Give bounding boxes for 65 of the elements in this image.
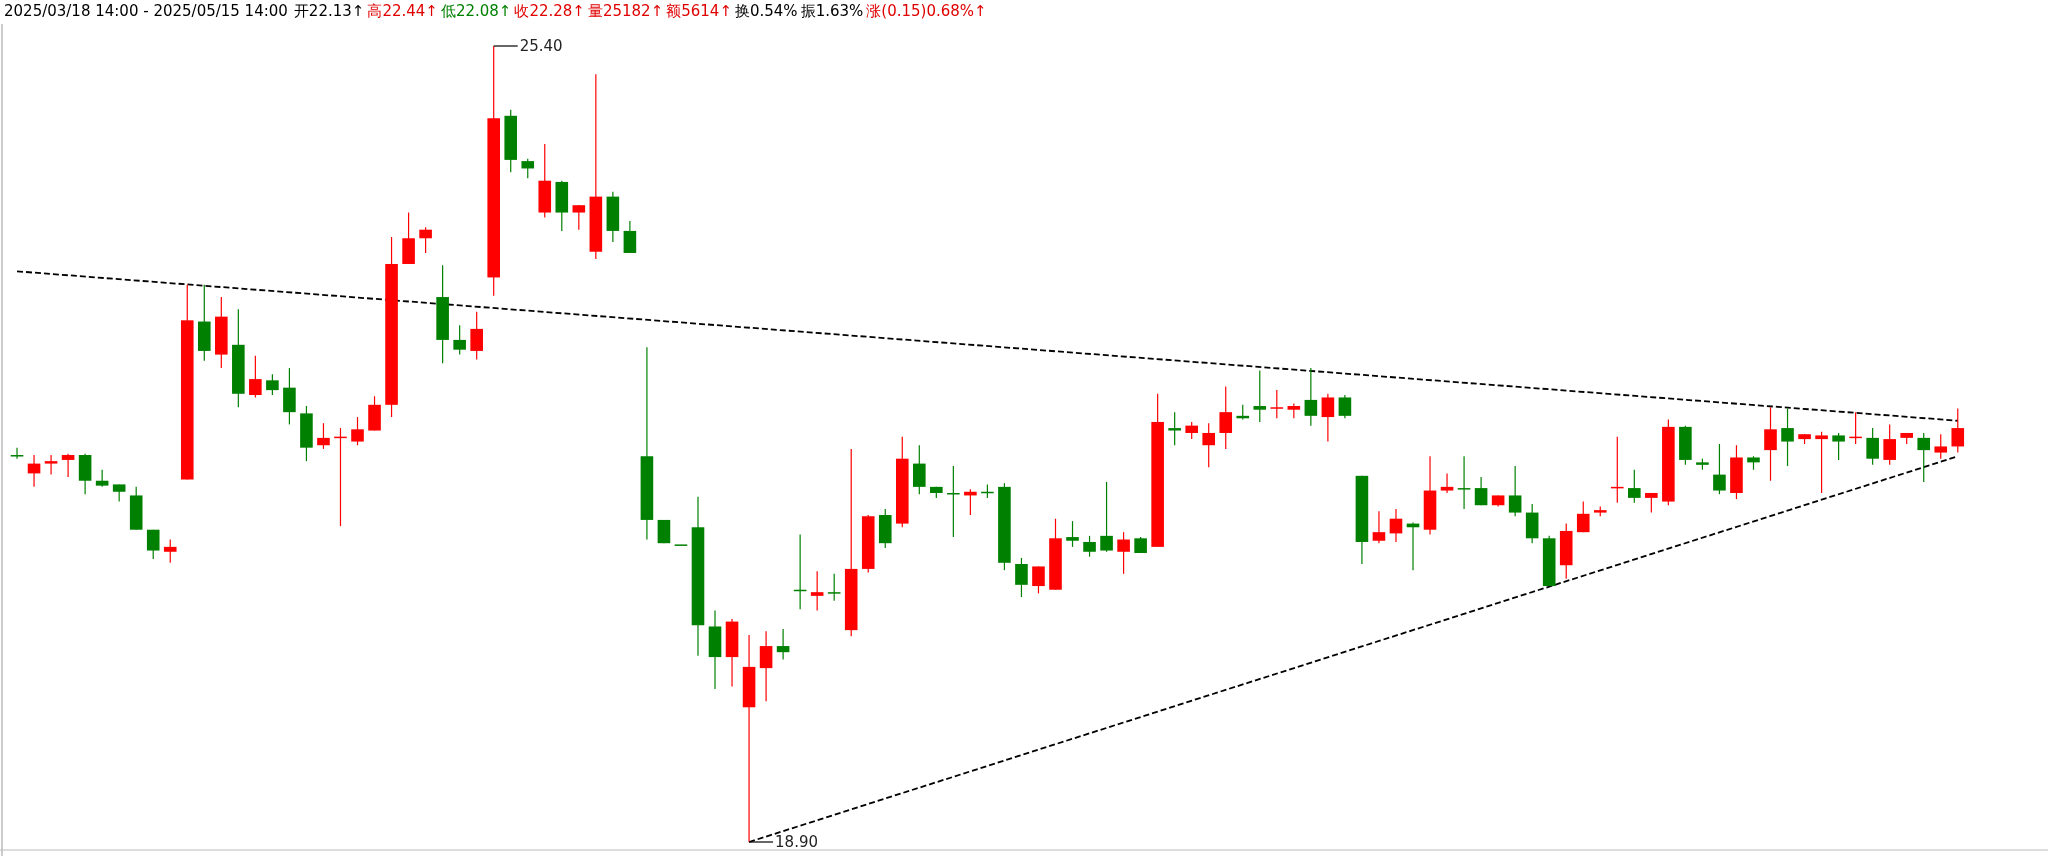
candlestick <box>95 469 109 488</box>
candlestick <box>1304 367 1318 427</box>
candlestick <box>1866 427 1879 466</box>
candlestick <box>1253 369 1267 423</box>
candlestick <box>1202 422 1216 468</box>
candlestick <box>44 454 58 476</box>
candlestick <box>10 447 24 460</box>
candlestick <box>521 158 535 179</box>
candlestick <box>1457 455 1471 510</box>
candlestick <box>146 529 160 560</box>
candlestick <box>572 204 586 231</box>
candlestick <box>163 538 177 564</box>
text: 振1.63% <box>800 2 864 20</box>
candlestick <box>776 628 790 661</box>
candlestick <box>1066 520 1079 548</box>
candlestick <box>1168 411 1181 446</box>
candlestick <box>1321 393 1335 443</box>
chart-title: 2025/03/18 14:00 - 2025/05/15 14:00 <box>4 2 288 20</box>
candlestick <box>759 630 773 702</box>
candlestick <box>1117 531 1130 575</box>
candlestick <box>1032 565 1045 594</box>
candlestick <box>1934 433 1948 460</box>
text: 额5614↑ <box>666 2 732 20</box>
candlestick <box>1951 407 1965 454</box>
candlestick <box>1338 394 1352 419</box>
candlestick <box>1917 432 1931 483</box>
candlestick <box>1372 510 1386 544</box>
candlestick <box>1815 431 1828 494</box>
candlestick <box>453 324 466 356</box>
candlestick <box>61 453 75 478</box>
candlestick <box>470 311 483 361</box>
candlestick <box>266 373 279 396</box>
text: 量25182↑ <box>587 2 664 20</box>
candlestick <box>1781 407 1794 467</box>
annotation: 25.40 <box>519 37 563 56</box>
annotation: 18.90 <box>775 833 819 852</box>
candlestick <box>1508 465 1522 517</box>
candlestick <box>1015 557 1028 598</box>
candlestick <box>1883 423 1896 466</box>
candlestick <box>1474 476 1488 506</box>
text: 低22.08↑ <box>440 2 512 20</box>
candlestick <box>317 422 330 450</box>
candlestick <box>810 570 824 612</box>
candlestick <box>1219 385 1233 450</box>
text: 换0.54% <box>734 2 798 20</box>
candlestick <box>1576 500 1590 533</box>
candlestick <box>351 416 364 446</box>
candlestick <box>623 220 637 254</box>
candlestick <box>1270 389 1284 419</box>
candlestick <box>913 444 926 495</box>
text: 开22.13↑ <box>293 2 365 20</box>
text: 高22.44↑ <box>367 2 438 20</box>
candlestick <box>1100 481 1113 553</box>
candlestick <box>249 355 262 399</box>
candlestick <box>1713 443 1726 495</box>
candlestick <box>1083 535 1096 558</box>
candlestick <box>1389 508 1403 543</box>
candlestick <box>827 573 841 602</box>
text: 收22.28↑ <box>514 2 585 20</box>
text: 涨(0.15)0.68%↑ <box>866 2 987 20</box>
candlestick <box>1832 432 1845 461</box>
candlestick <box>1764 406 1777 482</box>
candlestick <box>419 226 432 254</box>
candlestick <box>1440 472 1454 494</box>
candlestick <box>1628 469 1641 504</box>
